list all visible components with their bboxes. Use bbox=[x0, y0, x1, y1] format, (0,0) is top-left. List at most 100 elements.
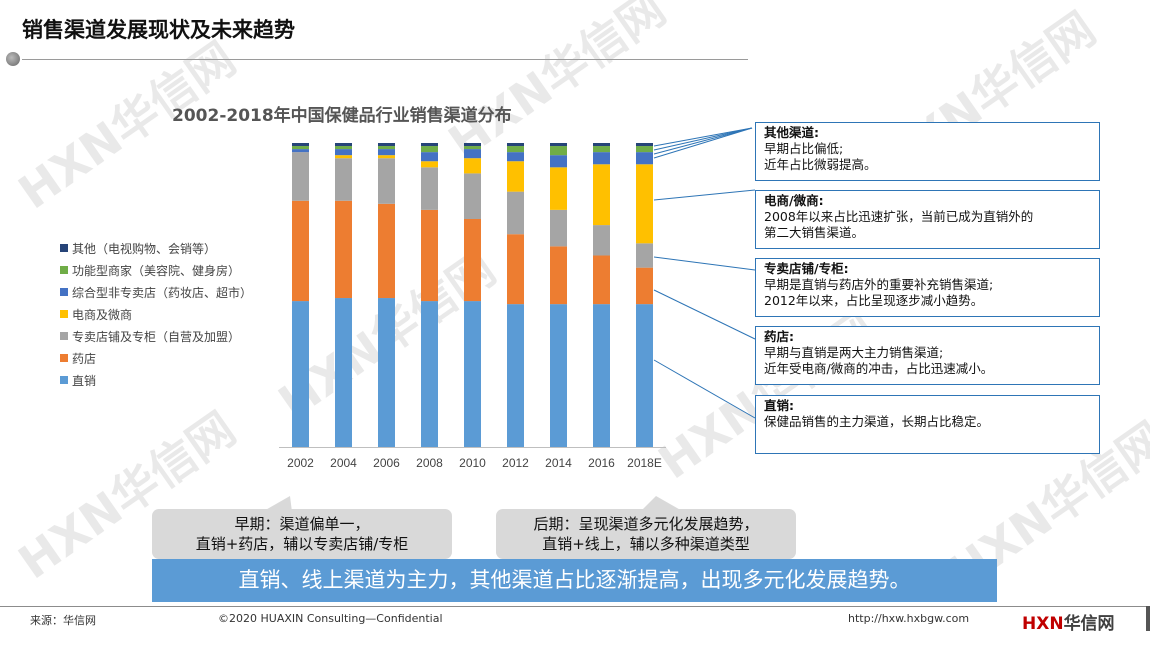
bar-segment-2010-2 bbox=[464, 173, 481, 219]
legend-swatch bbox=[60, 354, 68, 362]
callout-connector bbox=[653, 127, 753, 155]
legend-label: 直销 bbox=[72, 373, 97, 388]
bar-segment-2006-3 bbox=[378, 155, 395, 159]
bar-segment-2014-2 bbox=[550, 209, 567, 247]
bar-segment-2008-5 bbox=[421, 146, 438, 153]
bar-segment-2010-5 bbox=[464, 146, 481, 150]
bar-segment-2016-6 bbox=[593, 143, 610, 147]
legend-item: 综合型非专卖店（药妆店、超市） bbox=[60, 281, 252, 303]
bar-segment-2008-3 bbox=[421, 161, 438, 168]
early-bubble-pointer bbox=[262, 496, 292, 512]
page-title: 销售渠道发展现状及未来趋势 bbox=[22, 18, 295, 42]
bar-segment-2010-0 bbox=[464, 301, 481, 447]
note-line: 第二大销售渠道。 bbox=[764, 225, 865, 240]
bar-segment-2014-1 bbox=[550, 246, 567, 305]
bar-segment-2014-0 bbox=[550, 304, 567, 447]
early-stage-bubble: 早期：渠道偏单一， 直销+药店，辅以专卖店铺/专柜 bbox=[152, 509, 452, 559]
footer-copyright: ©2020 HUAXIN Consulting—Confidential bbox=[218, 612, 443, 625]
bar-segment-2016-2 bbox=[593, 225, 610, 256]
note-line: 早期占比偏低; bbox=[764, 141, 844, 156]
callout-connector bbox=[653, 127, 753, 151]
x-tick-label: 2004 bbox=[330, 456, 357, 470]
bar-segment-2008-4 bbox=[421, 152, 438, 162]
bar-segment-2010-1 bbox=[464, 219, 481, 302]
late-stage-line1: 后期：呈现渠道多元化发展趋势， bbox=[533, 515, 759, 533]
header-bullet-icon bbox=[6, 52, 20, 66]
bar-segment-2002-6 bbox=[292, 143, 309, 147]
bar-segment-2018E-0 bbox=[636, 304, 653, 447]
callout-connector bbox=[653, 289, 756, 340]
late-stage-bubble: 后期：呈现渠道多元化发展趋势， 直销+线上，辅以多种渠道类型 bbox=[496, 509, 796, 559]
legend-swatch bbox=[60, 266, 68, 274]
footer-source: 来源：华信网 bbox=[30, 614, 96, 627]
legend-swatch bbox=[60, 376, 68, 384]
x-tick-label: 2018E bbox=[627, 456, 662, 470]
legend-swatch bbox=[60, 244, 68, 252]
note-title: 其他渠道: bbox=[764, 125, 819, 140]
bar-segment-2012-1 bbox=[507, 234, 524, 305]
bar-segment-2016-5 bbox=[593, 146, 610, 153]
callout-connector bbox=[653, 256, 756, 271]
note-title: 电商/微商: bbox=[764, 193, 824, 208]
legend-label: 专卖店铺及专柜（自营及加盟） bbox=[72, 329, 241, 344]
callout-connector bbox=[653, 189, 756, 201]
bar-segment-2016-0 bbox=[593, 304, 610, 447]
bar-segment-2004-5 bbox=[335, 146, 352, 150]
note-box: 药店: 早期与直销是两大主力销售渠道; 近年受电商/微商的冲击，占比迅速减小。 bbox=[755, 326, 1100, 385]
footer-logo: HXN华信网 bbox=[1022, 609, 1115, 634]
bar-segment-2018E-5 bbox=[636, 146, 653, 153]
bar-segment-2002-4 bbox=[292, 149, 309, 153]
bar-segment-2002-0 bbox=[292, 301, 309, 447]
x-tick-label: 2010 bbox=[459, 456, 486, 470]
note-box: 其他渠道: 早期占比偏低; 近年占比微弱提高。 bbox=[755, 122, 1100, 181]
x-tick-label: 2002 bbox=[287, 456, 314, 470]
bar-segment-2012-4 bbox=[507, 152, 524, 162]
late-bubble-pointer bbox=[640, 496, 684, 512]
bar-segment-2002-1 bbox=[292, 200, 309, 302]
footer-url[interactable]: http://hxw.hxbgw.com bbox=[848, 612, 970, 625]
footer-logo-mark: HXN bbox=[1022, 614, 1064, 634]
footer-divider bbox=[0, 606, 1146, 607]
bar-segment-2004-3 bbox=[335, 155, 352, 159]
footer-accent-bar bbox=[1146, 606, 1150, 631]
x-tick-label: 2014 bbox=[545, 456, 572, 470]
bar-segment-2010-6 bbox=[464, 143, 481, 147]
bar-segment-2004-2 bbox=[335, 158, 352, 201]
callout-connector bbox=[653, 127, 753, 159]
legend-item: 药店 bbox=[60, 347, 252, 369]
bar-segment-2002-5 bbox=[292, 146, 309, 150]
bar-segment-2012-0 bbox=[507, 304, 524, 447]
bar-segment-2018E-2 bbox=[636, 243, 653, 268]
x-tick-label: 2016 bbox=[588, 456, 615, 470]
x-tick-label: 2006 bbox=[373, 456, 400, 470]
bar-segment-2014-5 bbox=[550, 146, 567, 156]
x-tick-label: 2008 bbox=[416, 456, 443, 470]
bar-segment-2012-3 bbox=[507, 161, 524, 192]
bar-segment-2018E-1 bbox=[636, 267, 653, 305]
legend-item: 其他（电视购物、会销等） bbox=[60, 237, 252, 259]
bar-segment-2008-2 bbox=[421, 167, 438, 210]
legend-label: 电商及微商 bbox=[72, 307, 133, 322]
legend-label: 功能型商家（美容院、健身房） bbox=[72, 263, 241, 278]
conclusion-banner: 直销、线上渠道为主力，其他渠道占比逐渐提高，出现多元化发展趋势。 bbox=[152, 559, 997, 602]
note-box: 电商/微商: 2008年以来占比迅速扩张，当前已成为直销外的 第二大销售渠道。 bbox=[755, 190, 1100, 249]
note-line: 早期是直销与药店外的重要补充销售渠道; bbox=[764, 277, 994, 292]
footer-logo-text: 华信网 bbox=[1063, 614, 1115, 634]
bar-segment-2016-4 bbox=[593, 152, 610, 165]
bar-segment-2018E-4 bbox=[636, 152, 653, 165]
early-stage-line1: 早期：渠道偏单一， bbox=[234, 515, 370, 533]
bar-segment-2004-0 bbox=[335, 298, 352, 447]
note-line: 近年受电商/微商的冲击，占比迅速减小。 bbox=[764, 361, 994, 376]
bar-segment-2016-3 bbox=[593, 164, 610, 226]
bar-segment-2004-4 bbox=[335, 149, 352, 156]
bar-segment-2008-0 bbox=[421, 301, 438, 447]
legend-swatch bbox=[60, 288, 68, 296]
callout-connector bbox=[653, 127, 753, 147]
bar-segment-2008-1 bbox=[421, 209, 438, 302]
bar-segment-2006-0 bbox=[378, 298, 395, 447]
bar-segment-2016-1 bbox=[593, 255, 610, 305]
legend-swatch bbox=[60, 310, 68, 318]
note-line: 早期与直销是两大主力销售渠道; bbox=[764, 345, 944, 360]
bar-segment-2004-6 bbox=[335, 143, 352, 147]
